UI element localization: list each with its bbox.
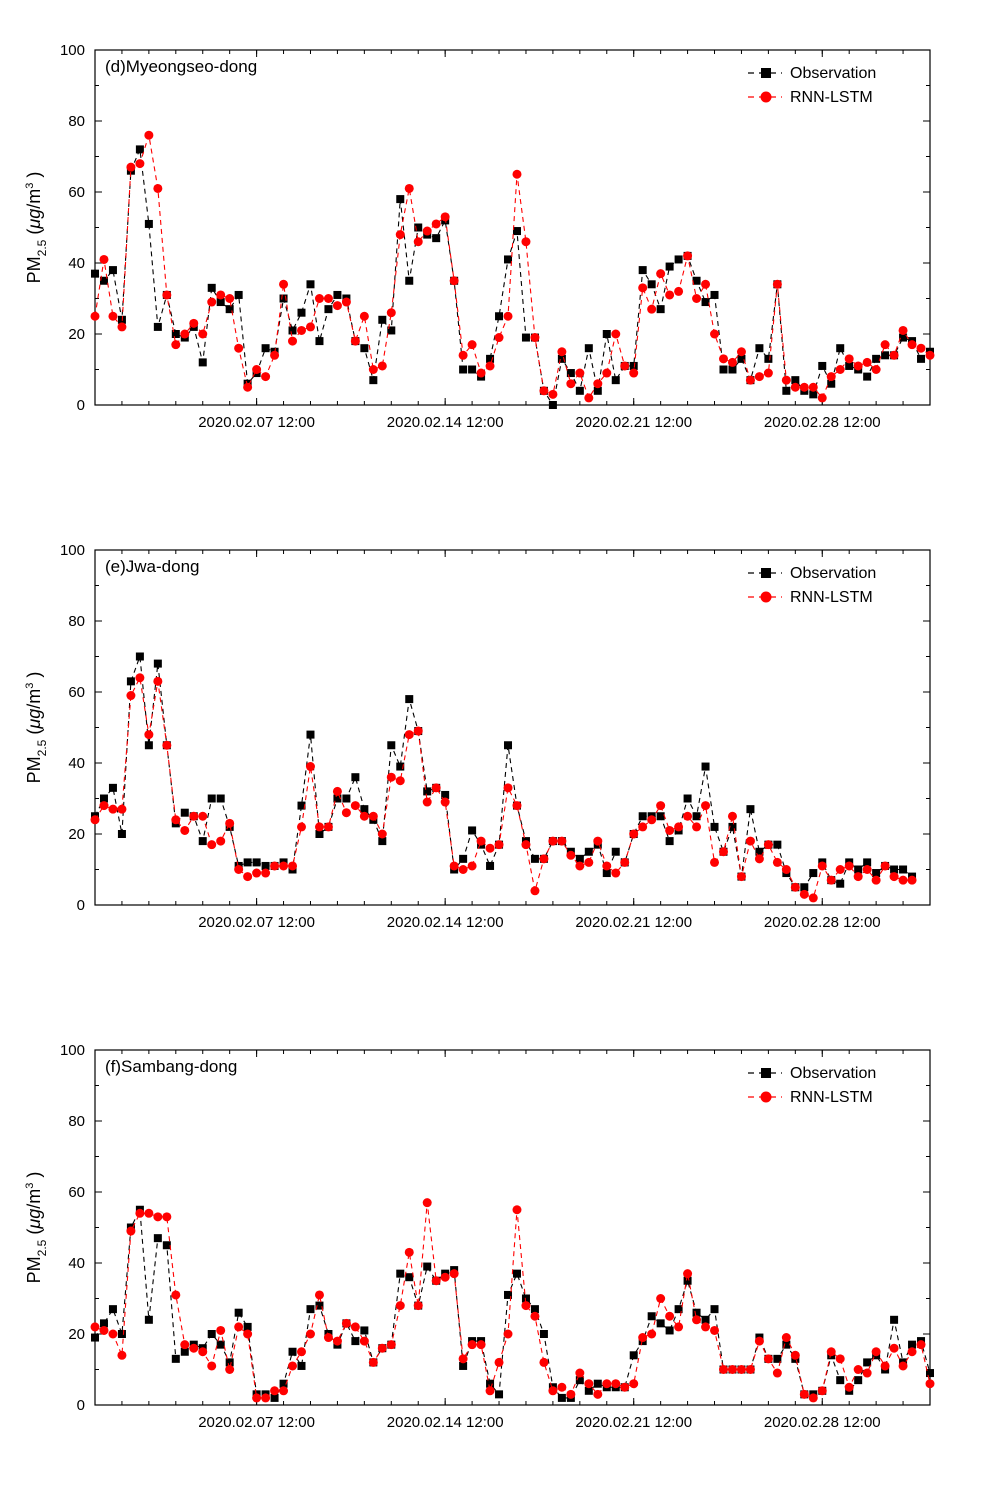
svg-text:40: 40 [68, 755, 85, 772]
svg-text:60: 60 [68, 684, 85, 701]
svg-text:2020.02.21 12:00: 2020.02.21 12:00 [575, 1414, 692, 1431]
y-axis-label: PM2.5 (μg/m3 ) [24, 172, 49, 284]
svg-text:Observation: Observation [790, 65, 876, 82]
chart-e: 0 20 40 60 80 100 2020.02.07 12:00 2020.02.14 1… [0, 520, 988, 980]
svg-text:80: 80 [68, 613, 85, 630]
svg-text:100: 100 [60, 542, 85, 559]
panel-e: 0 20 40 60 80 100 2020.02.07 12:00 2020.02.14 1… [0, 520, 988, 980]
svg-text:Observation: Observation [790, 1065, 876, 1082]
svg-text:2020.02.07 12:00: 2020.02.07 12:00 [198, 914, 315, 931]
svg-text:20: 20 [68, 1326, 85, 1343]
svg-text:2020.02.14 12:00: 2020.02.14 12:00 [387, 914, 504, 931]
svg-text:80: 80 [68, 1113, 85, 1130]
svg-text:2020.02.07 12:00: 2020.02.07 12:00 [198, 414, 315, 431]
svg-text:100: 100 [60, 42, 85, 59]
svg-text:2020.02.21 12:00: 2020.02.21 12:00 [575, 414, 692, 431]
y-axis-label: PM2.5 (μg/m3 ) [24, 1172, 49, 1284]
svg-text:80: 80 [68, 113, 85, 130]
svg-text:40: 40 [68, 1255, 85, 1272]
panel-label: (d)Myeongseo-dong [105, 57, 257, 76]
svg-text:40: 40 [68, 255, 85, 272]
svg-text:60: 60 [68, 1184, 85, 1201]
svg-text:20: 20 [68, 326, 85, 343]
svg-text:2020.02.14 12:00: 2020.02.14 12:00 [387, 414, 504, 431]
svg-text:0: 0 [77, 897, 85, 914]
svg-text:2020.02.28 12:00: 2020.02.28 12:00 [764, 414, 881, 431]
page: 0 20 40 60 80 100 2020.02.07 12:00 2020.02.14 1… [0, 0, 988, 1509]
svg-text:2020.02.07 12:00: 2020.02.07 12:00 [198, 1414, 315, 1431]
svg-text:2020.02.28 12:00: 2020.02.28 12:00 [764, 1414, 881, 1431]
panel-d: 0 20 40 60 80 100 2020.02.07 12:00 2020.02.14 1… [0, 20, 988, 480]
svg-text:0: 0 [77, 397, 85, 414]
chart-d: 0 20 40 60 80 100 2020.02.07 12:00 2020.02.14 1… [0, 20, 988, 480]
svg-text:Observation: Observation [790, 565, 876, 582]
svg-text:2020.02.14 12:00: 2020.02.14 12:00 [387, 1414, 504, 1431]
svg-text:RNN-LSTM: RNN-LSTM [790, 89, 873, 106]
panel-label: (f)Sambang-dong [105, 1057, 237, 1076]
svg-text:60: 60 [68, 184, 85, 201]
svg-text:2020.02.28 12:00: 2020.02.28 12:00 [764, 914, 881, 931]
svg-text:0: 0 [77, 1397, 85, 1414]
svg-text:100: 100 [60, 1042, 85, 1059]
svg-text:RNN-LSTM: RNN-LSTM [790, 589, 873, 606]
panel-f: 0 20 40 60 80 100 2020.02.07 12:00 2020.02.14 1… [0, 1020, 988, 1480]
svg-text:2020.02.21 12:00: 2020.02.21 12:00 [575, 914, 692, 931]
y-axis-label: PM2.5 (μg/m3 ) [24, 672, 49, 784]
svg-text:RNN-LSTM: RNN-LSTM [790, 1089, 873, 1106]
svg-text:20: 20 [68, 826, 85, 843]
chart-f: 0 20 40 60 80 100 2020.02.07 12:00 2020.02.14 1… [0, 1020, 988, 1480]
panel-label: (e)Jwa-dong [105, 557, 200, 576]
